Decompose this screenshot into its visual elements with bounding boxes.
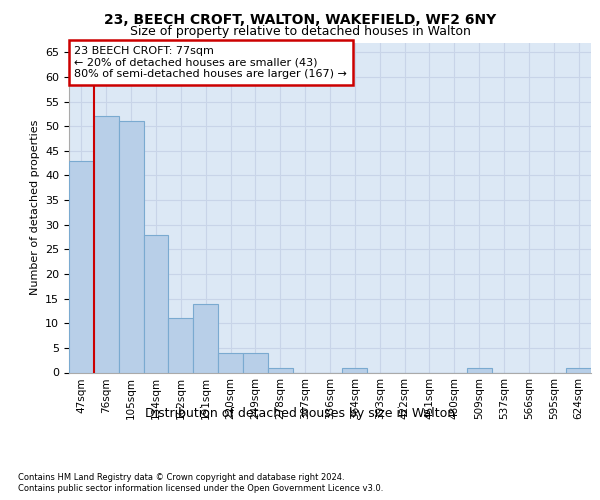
Bar: [193, 304, 218, 372]
Bar: [343, 368, 367, 372]
Bar: [69, 160, 94, 372]
Bar: [268, 368, 293, 372]
Text: 23 BEECH CROFT: 77sqm
← 20% of detached houses are smaller (43)
80% of semi-deta: 23 BEECH CROFT: 77sqm ← 20% of detached …: [74, 46, 347, 79]
Bar: [119, 122, 143, 372]
Y-axis label: Number of detached properties: Number of detached properties: [29, 120, 40, 295]
Text: Size of property relative to detached houses in Walton: Size of property relative to detached ho…: [130, 25, 470, 38]
Text: Contains public sector information licensed under the Open Government Licence v3: Contains public sector information licen…: [18, 484, 383, 493]
Text: Contains HM Land Registry data © Crown copyright and database right 2024.: Contains HM Land Registry data © Crown c…: [18, 472, 344, 482]
Bar: [94, 116, 119, 372]
Bar: [169, 318, 193, 372]
Text: 23, BEECH CROFT, WALTON, WAKEFIELD, WF2 6NY: 23, BEECH CROFT, WALTON, WAKEFIELD, WF2 …: [104, 12, 496, 26]
Bar: [566, 368, 591, 372]
Bar: [243, 353, 268, 372]
Bar: [467, 368, 491, 372]
Bar: [143, 234, 169, 372]
Text: Distribution of detached houses by size in Walton: Distribution of detached houses by size …: [145, 408, 455, 420]
Bar: [218, 353, 243, 372]
